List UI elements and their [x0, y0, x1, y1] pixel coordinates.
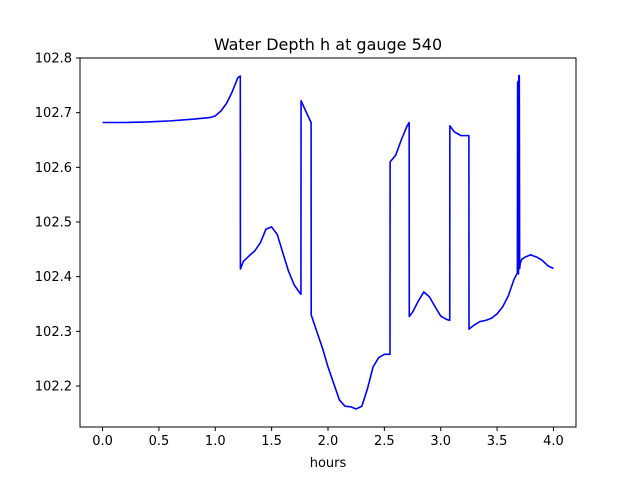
x-tick-label: 0.5 [149, 434, 170, 449]
y-tick-label: 102.5 [35, 216, 72, 231]
y-tick-label: 102.2 [35, 380, 72, 395]
y-tick-label: 102.7 [35, 106, 72, 121]
y-tick-label: 102.8 [35, 52, 72, 67]
y-tick-label: 102.4 [35, 270, 72, 285]
y-axis: 102.2 102.3 102.4 102.5 102.6 102.7 102.8 [35, 52, 80, 395]
x-tick-label: 4.0 [543, 434, 564, 449]
x-tick-label: 3.5 [487, 434, 508, 449]
y-tick-label: 102.3 [35, 325, 72, 340]
x-axis: 0.0 0.5 1.0 1.5 2.0 2.5 3.0 3.5 4.0 [92, 427, 564, 449]
y-tick-label: 102.6 [35, 161, 72, 176]
x-tick-label: 3.0 [430, 434, 451, 449]
plot-frame [79, 57, 577, 428]
chart-title: Water Depth h at gauge 540 [214, 35, 442, 54]
x-tick-label: 0.0 [92, 434, 113, 449]
x-tick-label: 1.0 [205, 434, 226, 449]
water-depth-series-line [102, 74, 554, 410]
x-tick-label: 1.5 [261, 434, 282, 449]
x-tick-label: 2.5 [374, 434, 395, 449]
x-axis-label: hours [310, 456, 347, 471]
plot-area [102, 74, 554, 410]
x-tick-label: 2.0 [318, 434, 339, 449]
